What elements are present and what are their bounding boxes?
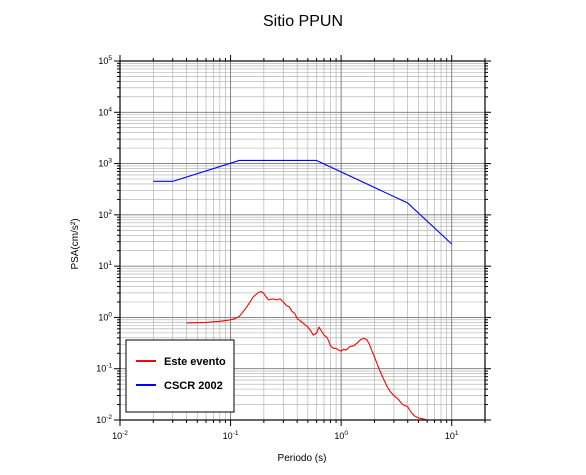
y-tick-label: 100 (98, 311, 112, 322)
x-tick-label: 101 (445, 430, 459, 441)
x-axis-label: Periodo (s) (278, 453, 327, 464)
plot-frame (119, 60, 486, 421)
legend: Este evento CSCR 2002 (125, 339, 235, 413)
series-line-cscr-2002 (153, 159, 453, 245)
y-tick-label: 10-1 (96, 363, 112, 374)
legend-label-cscr-2002: CSCR 2002 (164, 380, 223, 392)
series-layer (153, 159, 453, 421)
y-tick-label: 101 (98, 260, 112, 271)
series-line-este-evento (186, 290, 428, 421)
chart-title: Sitio PPUN (263, 13, 343, 30)
y-axis-label: PSA(cm/s²) (70, 218, 81, 269)
y-tick-labels: 10-2 10-1 100 101 102 103 104 105 (96, 55, 112, 425)
legend-label-este-evento: Este evento (164, 356, 226, 368)
x-tick-label: 10-2 (112, 430, 128, 441)
x-tick-label: 10-1 (223, 430, 239, 441)
x-tick-labels: 10-2 10-1 100 101 (112, 430, 459, 441)
legend-box (125, 339, 235, 413)
x-tick-label: 100 (334, 430, 348, 441)
y-tick-label: 102 (98, 209, 112, 220)
y-tick-label: 105 (98, 55, 112, 66)
y-tick-label: 104 (98, 106, 112, 117)
tick-layer (114, 55, 491, 426)
y-tick-label: 10-2 (96, 414, 112, 425)
y-tick-label: 103 (98, 158, 112, 169)
